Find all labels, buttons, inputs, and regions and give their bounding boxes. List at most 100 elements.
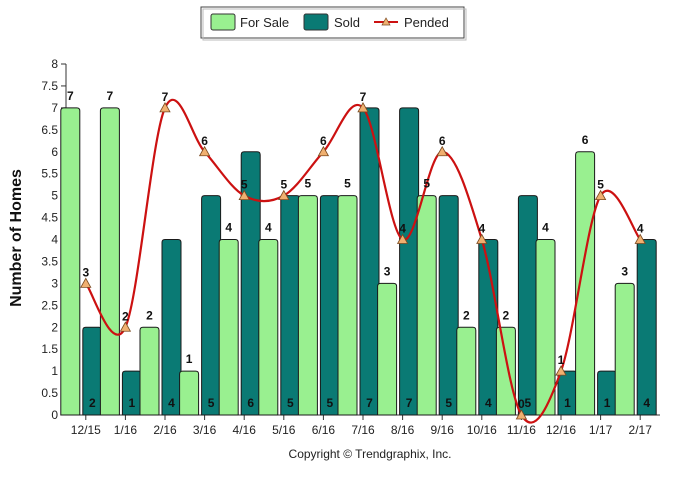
label-sold: 1 [564,396,571,410]
pended-line-layer [80,98,646,424]
bar-sold [161,239,182,416]
label-for-sale: 3 [384,264,391,278]
bar-for-sale [179,370,200,416]
y-tick-label: 4 [51,233,58,247]
pended-marker [119,321,132,332]
y-tick-label: 4.5 [41,211,58,225]
label-for-sale: 3 [621,264,628,278]
bar-for-sale [456,326,477,416]
pended-marker [476,233,488,244]
label-pended: 5 [280,178,287,192]
label-pended: 0 [518,397,525,411]
pended-marker [80,277,92,288]
legend-shadow [202,8,467,41]
label-for-sale: 1 [186,352,193,366]
bar-sold [359,107,380,416]
label-sold: 5 [525,396,532,410]
x-tick-label: 6/16 [312,423,336,437]
label-sold: 1 [129,396,136,410]
bar-sold [636,239,657,416]
legend-swatch-sold [303,13,329,31]
bar-for-sale [377,282,398,416]
label-sold: 4 [168,396,175,410]
label-sold: 7 [406,396,413,410]
pended-marker [198,145,211,157]
legend-box [200,6,465,39]
x-tick-label: 2/16 [153,423,177,437]
label-pended: 1 [558,353,565,367]
legend-label-for-sale: For Sale [240,15,289,30]
x-tick-label: 4/16 [233,423,257,437]
y-tick-label: 5.5 [41,167,58,181]
y-axis-title: Number of Homes [8,169,25,307]
legend-swatch-for-sale [210,13,236,31]
bar-for-sale [139,326,160,416]
label-sold: 4 [485,396,492,410]
bar-for-sale [297,195,318,416]
y-tick-label: 2 [51,320,58,334]
bar-sold [399,107,420,416]
label-pended: 5 [241,178,248,192]
bar-for-sale [218,239,239,416]
bar-for-sale [258,239,279,416]
x-tick-label: 11/16 [507,423,536,437]
label-sold: 2 [89,396,96,410]
pended-marker [555,365,567,376]
bar-for-sale [337,195,358,416]
bar-sold [517,195,538,416]
x-tick-label: 8/16 [391,423,415,437]
label-pended: 6 [320,134,327,148]
label-for-sale: 5 [305,177,312,191]
label-sold: 5 [208,396,215,410]
label-for-sale: 5 [423,177,430,191]
x-tick-label: 7/16 [351,423,375,437]
label-sold: 5 [287,396,294,410]
label-sold: 5 [327,396,334,410]
pended-marker [278,189,290,201]
y-tick-label: 1 [51,364,58,378]
label-for-sale: 7 [107,89,114,103]
label-for-sale: 2 [463,308,470,322]
copyright-text: Copyright © Trendgraphix, Inc. [289,447,452,461]
bar-for-sale [614,282,635,416]
x-tick-label: 5/16 [272,423,296,437]
pended-marker [594,189,607,201]
x-tick-label: 1/17 [589,423,613,437]
label-sold: 4 [643,396,650,410]
label-sold: 5 [445,396,452,410]
label-sold: 1 [604,396,611,410]
label-pended: 2 [122,309,129,323]
legend-label-sold: Sold [334,15,360,30]
bar-sold [280,195,301,416]
y-tick-label: 7.5 [41,79,58,93]
y-tick-label: 0.5 [41,386,58,400]
bar-sold [240,151,261,416]
label-pended: 4 [478,222,485,236]
label-sold: 6 [247,396,254,410]
legend: For Sale Sold Pended [200,6,467,41]
pended-marker [436,145,448,157]
y-tick-label: 1.5 [41,342,58,356]
label-pended: 6 [201,134,208,148]
label-pended: 4 [637,222,644,236]
label-for-sale: 2 [503,308,510,322]
pended-marker [238,189,250,201]
x-tick-label: 9/16 [431,423,455,437]
bar-for-sale [99,107,120,416]
x-tick-label: 3/16 [193,423,217,437]
label-for-sale: 2 [146,308,153,322]
x-tick-label: 2/17 [629,423,653,437]
y-tick-label: 6.5 [41,123,58,137]
bar-sold [438,195,459,416]
label-sold: 7 [366,396,373,410]
y-tick-label: 2.5 [41,298,58,312]
label-for-sale: 6 [582,133,589,147]
bar-for-sale [535,239,556,416]
y-tick-label: 3.5 [41,254,58,268]
bar-for-sale [575,151,596,416]
label-pended: 7 [162,90,169,104]
bar-sold [319,195,340,416]
bar-for-sale [60,107,81,416]
